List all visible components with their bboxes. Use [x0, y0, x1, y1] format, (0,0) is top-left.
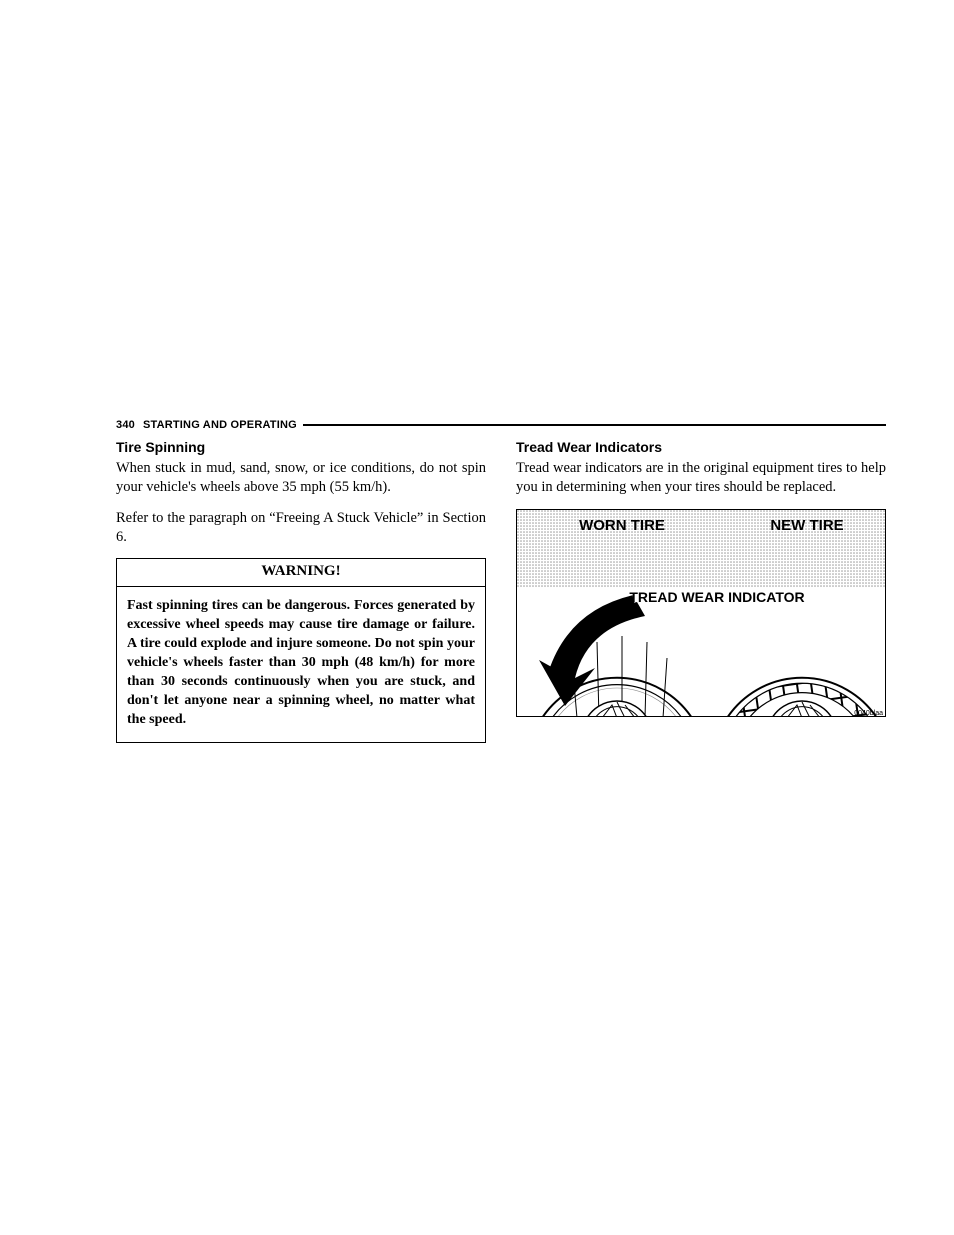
running-header: 340 STARTING AND OPERATING [116, 419, 886, 431]
warning-title: WARNING! [117, 559, 485, 587]
warning-body: Fast spinning tires can be dangerous. Fo… [117, 587, 485, 741]
right-column: Tread Wear Indicators Tread wear indicat… [516, 439, 886, 743]
left-column: Tire Spinning When stuck in mud, sand, s… [116, 439, 486, 743]
two-column-layout: Tire Spinning When stuck in mud, sand, s… [116, 439, 886, 743]
tread-wear-para1: Tread wear indicators are in the origina… [516, 459, 886, 497]
figure-code: 0040blaa [854, 710, 883, 717]
new-tire-label: NEW TIRE [770, 517, 843, 534]
tread-wear-figure: WORN TIRE NEW TIRE TREAD WEAR INDICATOR [516, 509, 886, 717]
tread-wear-svg: WORN TIRE NEW TIRE TREAD WEAR INDICATOR [517, 510, 886, 717]
tread-wear-indicator-label: TREAD WEAR INDICATOR [629, 589, 804, 605]
tire-spinning-heading: Tire Spinning [116, 439, 486, 455]
page-content: 340 STARTING AND OPERATING Tire Spinning… [116, 419, 886, 743]
tire-spinning-para1: When stuck in mud, sand, snow, or ice co… [116, 459, 486, 497]
warning-box: WARNING! Fast spinning tires can be dang… [116, 558, 486, 742]
page-number: 340 [116, 419, 135, 431]
tire-spinning-para2: Refer to the paragraph on “Freeing A Stu… [116, 509, 486, 547]
section-title: STARTING AND OPERATING [143, 419, 297, 431]
worn-tire-label: WORN TIRE [579, 517, 665, 534]
header-rule [303, 424, 886, 426]
tread-wear-heading: Tread Wear Indicators [516, 439, 886, 455]
